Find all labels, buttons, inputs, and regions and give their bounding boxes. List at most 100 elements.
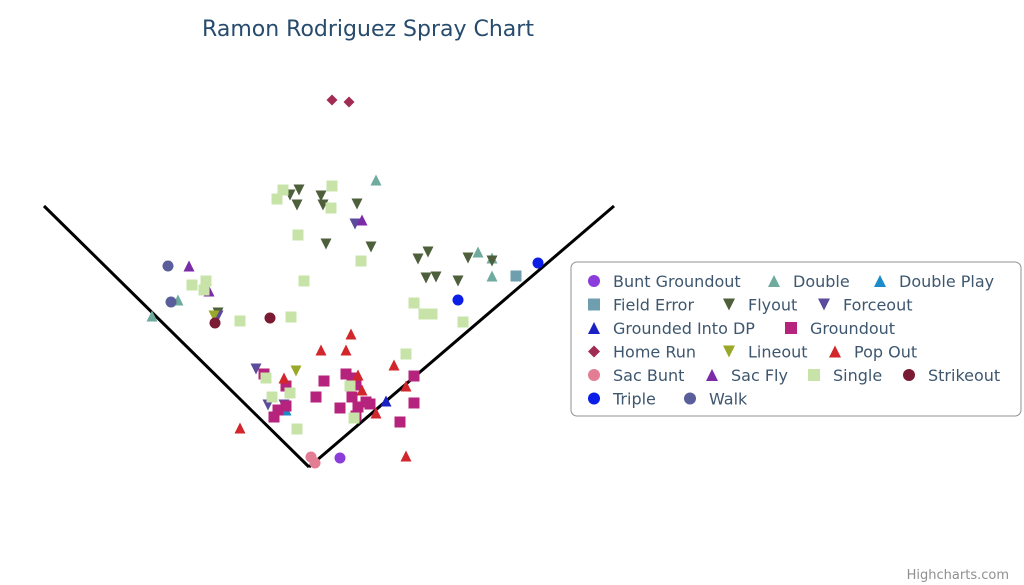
groundout-point[interactable] [340,368,352,380]
triple-point[interactable] [532,257,544,269]
single-point[interactable] [457,316,469,328]
groundout-point[interactable] [280,400,292,412]
double-point[interactable] [472,246,484,258]
single-point[interactable] [271,193,283,205]
single-point[interactable] [326,180,338,192]
flyout-point[interactable] [420,272,432,284]
legend-item-flyout[interactable]: Flyout [723,296,797,315]
flyout-point[interactable] [462,252,474,264]
legend-item-field-error[interactable]: Field Error [588,296,694,315]
legend-item-pop-out[interactable]: Pop Out [829,343,917,362]
legend-item-bunt-groundout[interactable]: Bunt Groundout [588,272,741,291]
pop-out-point[interactable] [356,384,368,396]
single-point[interactable] [418,308,430,320]
legend-item-forceout[interactable]: Forceout [818,296,913,315]
single-point[interactable] [234,315,246,327]
single-point[interactable] [400,348,412,360]
flyout-point[interactable] [291,199,303,211]
legend-item-home-run[interactable]: Home Run [588,343,696,362]
legend-item-sac-fly[interactable]: Sac Fly [706,366,788,385]
pop-out-point[interactable] [400,380,412,392]
sac-fly-point[interactable] [356,214,368,226]
groundout-point[interactable] [318,375,330,387]
field-error-point[interactable] [510,270,522,282]
walk-point[interactable] [162,260,174,272]
single-point[interactable] [355,255,367,267]
strikeout-point[interactable] [209,317,221,329]
flyout-point[interactable] [486,255,498,267]
double-point[interactable] [370,174,382,186]
flyout-point[interactable] [317,199,329,211]
flyout-point[interactable] [422,246,434,258]
single-point[interactable] [344,380,356,392]
legend-item-strikeout[interactable]: Strikeout [903,366,1000,385]
single-point[interactable] [292,229,304,241]
lineout-point[interactable] [290,365,302,377]
groundout-point[interactable] [272,404,284,416]
single-point[interactable] [285,311,297,323]
forceout-point[interactable] [349,218,361,230]
pop-out-point[interactable] [352,369,364,381]
groundout-point[interactable] [394,416,406,428]
single-point[interactable] [266,391,278,403]
single-point[interactable] [198,284,210,296]
flyout-point[interactable] [293,184,305,196]
legend[interactable]: Bunt Groundout Double Double Play Field Err… [570,261,1022,417]
legend-item-sac-bunt[interactable]: Sac Bunt [588,366,684,385]
groundout-point[interactable] [310,391,322,403]
legend-item-double-play[interactable]: Double Play [874,272,994,291]
home-run-point[interactable] [326,94,338,106]
pop-out-point[interactable] [388,359,400,371]
flyout-point[interactable] [365,241,377,253]
walk-point[interactable] [165,296,177,308]
legend-item-double[interactable]: Double [768,272,850,291]
single-point[interactable] [260,372,272,384]
flyout-point[interactable] [430,271,442,283]
home-run-point[interactable] [343,96,355,108]
pop-out-point[interactable] [234,422,246,434]
grounded-into-dp-point[interactable] [380,395,392,407]
groundout-point[interactable] [408,370,420,382]
legend-item-single[interactable]: Single [808,366,882,385]
flyout-point[interactable] [320,238,332,250]
groundout-point[interactable] [268,411,280,423]
pop-out-point[interactable] [340,344,352,356]
flyout-point[interactable] [412,253,424,265]
strikeout-point[interactable] [264,312,276,324]
groundout-point[interactable] [350,379,362,391]
legend-item-grounded-into-dp[interactable]: Grounded Into DP [588,319,755,338]
pop-out-point[interactable] [370,407,382,419]
single-point[interactable] [200,275,212,287]
credits-link[interactable]: Highcharts.com [907,568,1009,583]
groundout-point[interactable] [408,397,420,409]
single-point[interactable] [426,308,438,320]
forceout-point[interactable] [250,363,262,375]
groundout-point[interactable] [334,402,346,414]
single-point[interactable] [291,423,303,435]
bunt-groundout-point[interactable] [334,452,346,464]
single-point[interactable] [284,387,296,399]
single-point[interactable] [277,184,289,196]
legend-item-lineout[interactable]: Lineout [723,343,808,362]
sac-bunt-point[interactable] [309,457,321,469]
groundout-point[interactable] [352,401,364,413]
double-point[interactable] [486,270,498,282]
single-point[interactable] [325,202,337,214]
groundout-point[interactable] [346,391,358,403]
pop-out-point[interactable] [315,344,327,356]
triple-point[interactable] [452,294,464,306]
single-point[interactable] [186,279,198,291]
single-point[interactable] [298,275,310,287]
groundout-point[interactable] [364,398,376,410]
pop-out-point[interactable] [345,328,357,340]
groundout-point[interactable] [346,372,358,384]
flyout-point[interactable] [315,190,327,202]
pop-out-point[interactable] [278,372,290,384]
legend-item-groundout[interactable]: Groundout [785,319,895,338]
flyout-point[interactable] [351,198,363,210]
legend-item-walk[interactable]: Walk [684,390,748,409]
flyout-point[interactable] [452,275,464,287]
sac-fly-point[interactable] [183,260,195,272]
pop-out-point[interactable] [400,450,412,462]
double-point[interactable] [146,310,158,322]
